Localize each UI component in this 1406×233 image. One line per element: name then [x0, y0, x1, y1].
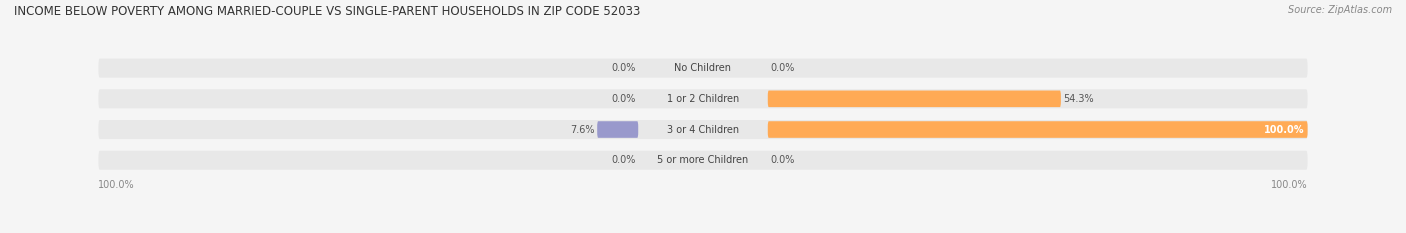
FancyBboxPatch shape: [98, 151, 1308, 170]
Text: Source: ZipAtlas.com: Source: ZipAtlas.com: [1288, 5, 1392, 15]
Text: 0.0%: 0.0%: [612, 63, 636, 73]
Text: 7.6%: 7.6%: [569, 124, 595, 134]
Text: 100.0%: 100.0%: [1271, 180, 1308, 190]
Text: 100.0%: 100.0%: [1264, 124, 1305, 134]
Text: 100.0%: 100.0%: [98, 180, 135, 190]
Text: 0.0%: 0.0%: [612, 155, 636, 165]
Text: 0.0%: 0.0%: [770, 155, 794, 165]
Text: 0.0%: 0.0%: [770, 63, 794, 73]
Text: No Children: No Children: [675, 63, 731, 73]
Text: INCOME BELOW POVERTY AMONG MARRIED-COUPLE VS SINGLE-PARENT HOUSEHOLDS IN ZIP COD: INCOME BELOW POVERTY AMONG MARRIED-COUPL…: [14, 5, 641, 18]
Text: 0.0%: 0.0%: [612, 94, 636, 104]
Text: 3 or 4 Children: 3 or 4 Children: [666, 124, 740, 134]
FancyBboxPatch shape: [768, 91, 1062, 107]
FancyBboxPatch shape: [98, 120, 1308, 139]
Text: 54.3%: 54.3%: [1063, 94, 1094, 104]
FancyBboxPatch shape: [768, 121, 1308, 138]
Text: 1 or 2 Children: 1 or 2 Children: [666, 94, 740, 104]
FancyBboxPatch shape: [598, 121, 638, 138]
FancyBboxPatch shape: [98, 89, 1308, 108]
FancyBboxPatch shape: [98, 58, 1308, 78]
Text: 5 or more Children: 5 or more Children: [658, 155, 748, 165]
